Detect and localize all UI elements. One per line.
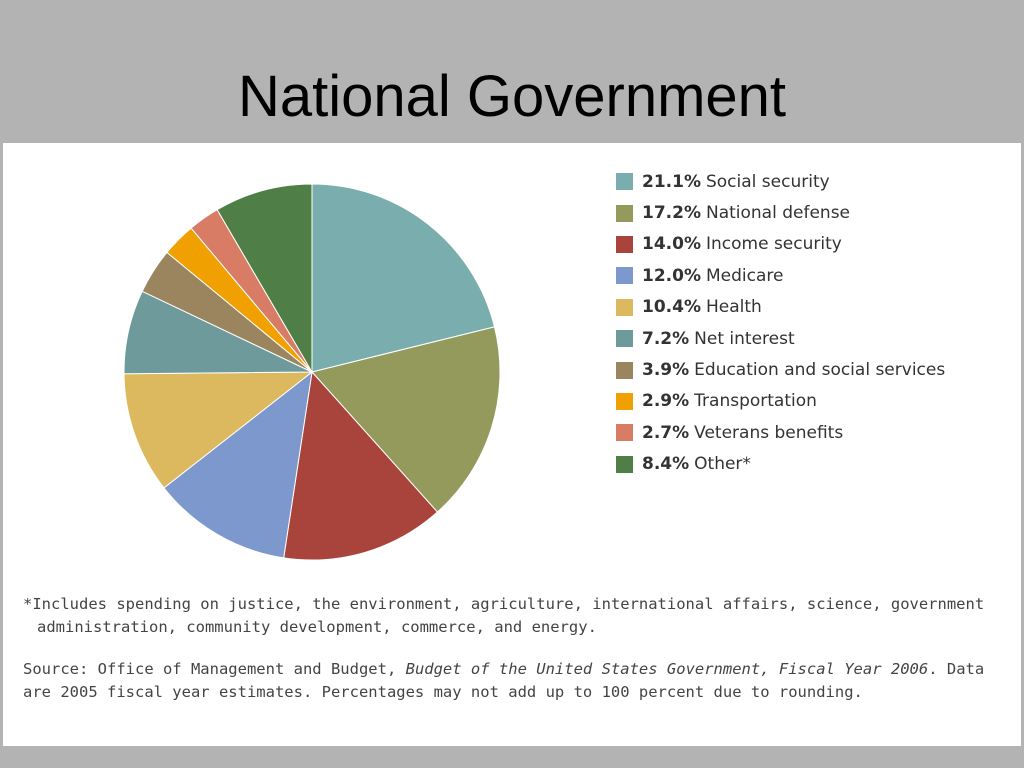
pie-slice-9 xyxy=(216,183,313,374)
legend-percent: 21.1% xyxy=(642,171,701,192)
legend-swatch xyxy=(616,267,633,285)
chart-notes: *Includes spending on justice, the envir… xyxy=(23,593,1008,704)
legend-label: Health xyxy=(705,297,762,318)
legend-percent: 17.2% xyxy=(642,203,701,224)
legend-swatch xyxy=(616,298,633,316)
chart-legend: 21.1% Social security 17.2% National defens… xyxy=(616,166,945,480)
legend-swatch xyxy=(616,424,633,442)
legend-item: 8.4% Other* xyxy=(616,449,945,480)
legend-label: Income security xyxy=(705,234,842,255)
legend-item: 10.4% Health xyxy=(616,292,945,323)
legend-label: Veterans benefits xyxy=(694,422,844,443)
legend-percent: 2.7% xyxy=(642,422,690,443)
legend-percent: 8.4% xyxy=(642,454,690,475)
legend-percent: 10.4% xyxy=(642,297,701,318)
legend-label: Social security xyxy=(705,171,830,192)
legend-percent: 7.2% xyxy=(642,328,690,349)
legend-percent: 12.0% xyxy=(642,265,701,286)
pie-slice-0 xyxy=(311,183,496,373)
legend-swatch xyxy=(616,455,633,473)
pie-slice-3 xyxy=(163,370,313,559)
legend-swatch xyxy=(616,235,633,253)
legend-label: Other* xyxy=(694,454,751,475)
legend-percent: 2.9% xyxy=(642,391,690,412)
legend-swatch xyxy=(616,361,633,379)
chart-panel: 21.1% Social security 17.2% National defens… xyxy=(3,143,1021,746)
legend-swatch xyxy=(616,204,633,222)
pie-slice-2 xyxy=(283,370,439,561)
legend-item: 12.0% Medicare xyxy=(616,260,945,291)
legend-swatch xyxy=(616,330,633,348)
legend-item: 3.9% Education and social services xyxy=(616,354,945,385)
legend-label: Transportation xyxy=(694,391,817,412)
source-prefix: Source: Office of Management and Budget, xyxy=(23,660,406,678)
legend-label: Medicare xyxy=(705,265,784,286)
legend-percent: 3.9% xyxy=(642,360,690,381)
legend-percent: 14.0% xyxy=(642,234,701,255)
legend-item: 21.1% Social security xyxy=(616,166,945,197)
legend-swatch xyxy=(616,173,633,191)
pie-slice-4 xyxy=(123,371,314,489)
pie-slice-1 xyxy=(311,326,501,513)
legend-item: 2.9% Transportation xyxy=(616,386,945,417)
legend-item: 17.2% National defense xyxy=(616,197,945,228)
legend-label: Net interest xyxy=(694,328,795,349)
legend-item: 14.0% Income security xyxy=(616,229,945,260)
source-title: Budget of the United States Government, … xyxy=(405,660,929,678)
source-text: Source: Office of Management and Budget,… xyxy=(23,658,1008,704)
slide-title: National Government xyxy=(237,64,787,129)
legend-item: 7.2% Net interest xyxy=(616,323,945,354)
legend-item: 2.7% Veterans benefits xyxy=(616,417,945,448)
footnote-text: *Includes spending on justice, the envir… xyxy=(23,595,985,636)
legend-label: Education and social services xyxy=(694,360,946,381)
legend-swatch xyxy=(616,392,633,410)
source-suffix: . Data are 2005 fiscal year estimates. P… xyxy=(23,660,985,701)
legend-label: National defense xyxy=(705,203,851,224)
pie-chart xyxy=(123,183,501,561)
